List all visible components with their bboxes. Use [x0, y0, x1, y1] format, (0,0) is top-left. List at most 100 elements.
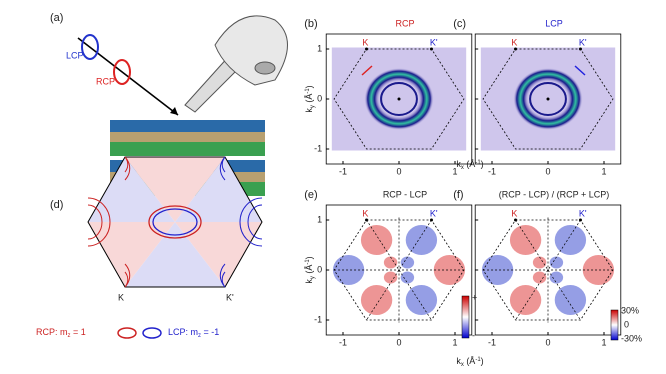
- blob: [509, 285, 542, 315]
- k-point: [514, 47, 518, 51]
- x-tick-label: 1: [452, 166, 457, 176]
- rcp-label: RCP: [96, 76, 115, 86]
- panel-label: (b): [304, 18, 317, 30]
- analyzer: [184, 15, 288, 113]
- label-part: y: [310, 105, 316, 108]
- blob: [383, 256, 398, 269]
- blob: [481, 255, 514, 285]
- blob: [400, 271, 415, 284]
- colorbar: [610, 309, 619, 341]
- feature-arrow: [361, 65, 373, 76]
- panel-label: (c): [453, 18, 466, 30]
- k-prime-label: K': [430, 37, 438, 47]
- x-tick-label: 1: [452, 337, 457, 347]
- y-axis-label: ky (Å-1): [305, 85, 316, 112]
- lcp-icon: [142, 327, 162, 339]
- label-part: k: [456, 159, 461, 169]
- panel-title: (RCP - LCP) / (RCP + LCP): [499, 189, 609, 199]
- label-part: -1: [305, 88, 311, 94]
- x-tick-label: 0: [545, 166, 550, 176]
- gamma-point: [546, 97, 550, 101]
- k-point: [429, 47, 433, 51]
- x-tick-label: -1: [488, 166, 496, 176]
- x-tick-label: -1: [339, 166, 347, 176]
- k-label: K: [511, 37, 517, 47]
- label-part: ): [481, 159, 484, 169]
- blob: [383, 271, 398, 284]
- x-tick-label: 0: [396, 166, 401, 176]
- y-tick-label: 1: [317, 43, 322, 53]
- label-part: (Å: [305, 94, 315, 106]
- label-part: k: [305, 108, 315, 113]
- y-tick-label: 0: [317, 93, 322, 103]
- k-point: [365, 47, 369, 51]
- k-point: [365, 218, 369, 222]
- k-label: K: [362, 208, 368, 218]
- blob: [549, 256, 564, 269]
- label-part: x: [461, 362, 464, 368]
- k-label: K: [511, 208, 517, 218]
- k-label: K: [118, 292, 124, 302]
- label-part: ): [305, 256, 315, 259]
- colorbar-label: 30%: [621, 305, 639, 315]
- rcp-icon: [117, 327, 137, 339]
- label-part: -1: [475, 160, 481, 166]
- x-tick-label: 0: [545, 337, 550, 347]
- blob: [360, 285, 393, 315]
- colorbar-label: +: [472, 292, 477, 302]
- beam: [77, 37, 179, 116]
- x-tick-label: -1: [339, 337, 347, 347]
- blob: [433, 255, 466, 285]
- inner-ring: [529, 82, 567, 116]
- label-part: -1: [475, 357, 481, 363]
- label-part: x: [461, 165, 464, 171]
- x-axis-label: kx (Å-1): [456, 159, 483, 170]
- rcp-ellipse: [113, 59, 131, 85]
- difference-map: [332, 225, 466, 315]
- colorbar-label: -: [472, 330, 475, 340]
- k-point: [514, 218, 518, 222]
- label-part: (Å: [464, 356, 476, 366]
- y-tick-label: -1: [314, 143, 322, 153]
- x-tick-label: 0: [396, 337, 401, 347]
- label-part: ): [305, 85, 315, 88]
- blob: [400, 256, 415, 269]
- y-axis-label: ky (Å-1): [305, 256, 316, 283]
- colorbar-label: -30%: [621, 333, 642, 343]
- lcp-label: LCP: [66, 50, 84, 60]
- feature-arrow: [574, 65, 586, 76]
- blob: [405, 225, 438, 255]
- blob: [554, 285, 587, 315]
- panel-label: (e): [304, 189, 317, 201]
- gamma-point: [397, 97, 401, 101]
- x-tick-label: 1: [601, 337, 606, 347]
- arrow-head: [170, 107, 178, 115]
- k-prime-label: K': [226, 292, 234, 302]
- rcp-legend: RCP: mz = 1: [36, 327, 86, 338]
- y-tick-label: 1: [317, 214, 322, 224]
- blob: [532, 256, 547, 269]
- k-point: [578, 47, 582, 51]
- colorbar: [461, 295, 470, 339]
- lcp-ellipse: [81, 34, 99, 60]
- k-prime-label: K': [430, 208, 438, 218]
- k-label: K: [362, 37, 368, 47]
- blob: [549, 271, 564, 284]
- blob: [509, 225, 542, 255]
- panel-title: LCP: [545, 18, 563, 28]
- blob: [554, 225, 587, 255]
- panel-label: (a): [50, 12, 63, 24]
- y-tick-label: 0: [317, 264, 322, 274]
- blob: [582, 255, 615, 285]
- panel-label: (f): [453, 189, 463, 201]
- x-axis-label: kx (Å-1): [456, 356, 483, 367]
- colorbar-label: 0: [624, 319, 629, 329]
- blob: [360, 225, 393, 255]
- k-point: [429, 218, 433, 222]
- k-prime-label: K': [579, 208, 587, 218]
- k-prime-label: K': [579, 37, 587, 47]
- label-part: y: [310, 276, 316, 279]
- bz-diagram: [87, 156, 263, 288]
- k-point: [578, 218, 582, 222]
